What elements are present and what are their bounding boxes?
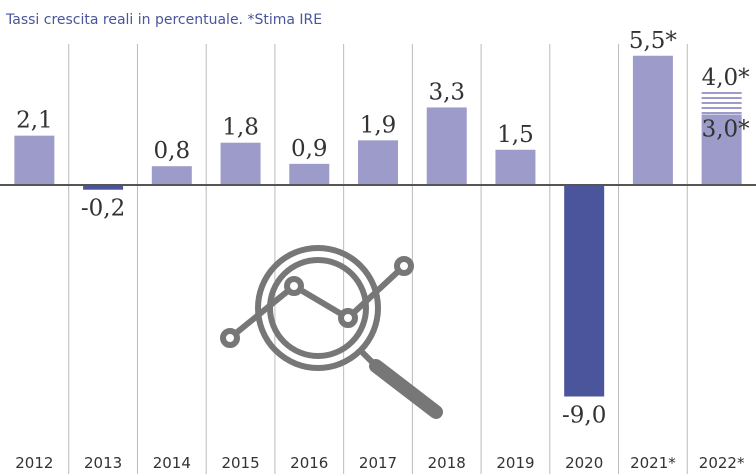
bar <box>14 135 55 185</box>
value-label: -0,2 <box>81 196 125 222</box>
x-tick-label: 2016 <box>290 454 328 472</box>
value-label: -9,0 <box>562 403 606 429</box>
x-tick-label: 2019 <box>496 454 534 472</box>
x-tick-label: 2021* <box>630 454 676 472</box>
x-tick-label: 2017 <box>359 454 397 472</box>
value-label: 0,9 <box>291 136 328 162</box>
bar <box>83 185 124 190</box>
x-tick-label: 2012 <box>15 454 53 472</box>
value-label: 1,8 <box>222 115 259 141</box>
bar <box>632 55 673 185</box>
value-label: 3,0* <box>702 117 751 143</box>
bar <box>151 166 192 185</box>
bar <box>358 140 398 185</box>
bar <box>495 149 536 185</box>
value-label: 1,9 <box>360 112 397 138</box>
magnifier-icon <box>220 245 443 419</box>
x-tick-label: 2020 <box>565 454 603 472</box>
value-label: 2,1 <box>16 108 53 134</box>
chart-subtitle: Tassi crescita reali in percentuale. *St… <box>5 12 322 28</box>
bar <box>289 163 330 185</box>
bar <box>426 107 467 185</box>
x-tick-label: 2018 <box>428 454 466 472</box>
value-label: 3,3 <box>428 79 465 105</box>
value-label: 1,5 <box>497 122 534 148</box>
bar <box>220 142 261 185</box>
separators <box>68 44 688 474</box>
x-tick-label: 2022* <box>699 454 745 472</box>
x-tick-label: 2013 <box>84 454 122 472</box>
x-tick-label: 2014 <box>153 454 191 472</box>
bar <box>701 114 742 185</box>
range-hatch <box>701 92 742 114</box>
value-label: 0,8 <box>154 138 191 164</box>
value-label: 5,5* <box>629 28 678 54</box>
x-tick-label: 2015 <box>221 454 259 472</box>
bar <box>564 185 605 397</box>
value-label: 4,0* <box>702 65 751 91</box>
